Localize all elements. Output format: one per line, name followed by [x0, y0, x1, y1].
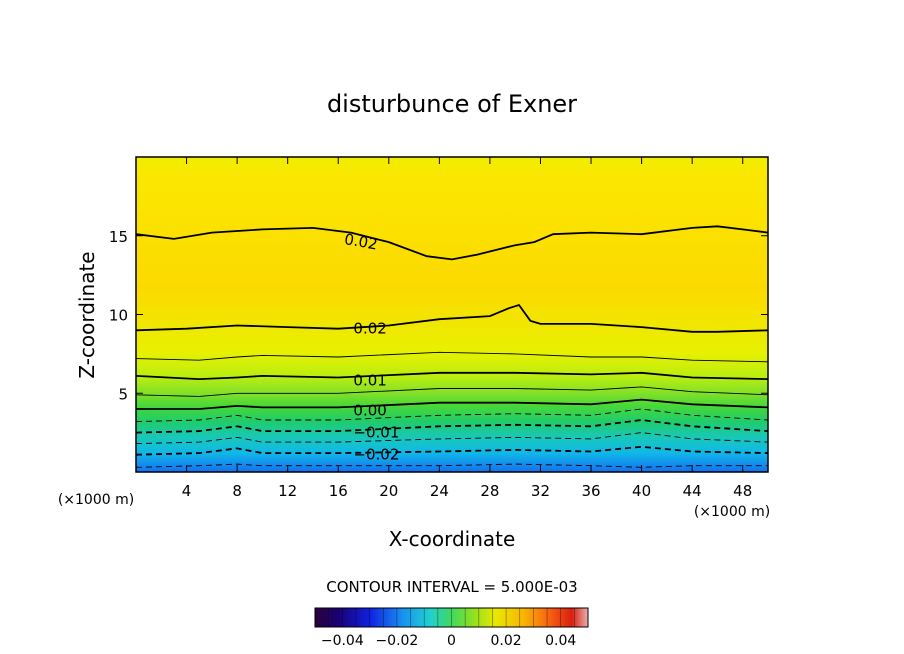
- contour-line: [136, 303, 768, 333]
- colorbar-tick-label: 0.02: [491, 633, 522, 649]
- x-tick-label: 40: [632, 482, 651, 500]
- x-tick-label: 12: [278, 482, 297, 500]
- y-tick-label: 5: [118, 385, 128, 403]
- x-tick-label: 24: [430, 482, 449, 500]
- contour-interval-text: CONTOUR INTERVAL = 5.000E-03: [326, 578, 577, 596]
- contour-line: [136, 371, 768, 381]
- contour-line: [136, 225, 768, 261]
- y-axis-label: Z-coordinate: [75, 251, 99, 378]
- contour-line: [136, 398, 768, 410]
- y-tick-label: 10: [109, 307, 128, 325]
- contour-line: [136, 432, 768, 445]
- colorbar-frame: [314, 607, 589, 628]
- x-tick-label: 16: [329, 482, 348, 500]
- plot-area: 0.020.020.010.00−0.01−0.02 4 8 12 16 20 24 28 3…: [109, 156, 769, 500]
- x-tick-label: 4: [182, 482, 192, 500]
- x-tick-label: 48: [733, 482, 752, 500]
- colorbar-stripes: [328, 608, 575, 627]
- x-unit-label: (×1000 m): [694, 504, 770, 520]
- x-tick-label: 20: [379, 482, 398, 500]
- colorbar-ticks: −0.04 −0.02 0 0.02 0.04: [321, 633, 577, 649]
- y-tick-label: 15: [109, 228, 128, 246]
- contour-labels: 0.02 0.02 0.01 0.00 −0.01 −0.02: [343, 230, 399, 464]
- contour-line: [136, 408, 768, 423]
- chart-title: disturbunce of Exner: [327, 90, 577, 118]
- colorbar-tick-label: −0.02: [375, 633, 418, 649]
- contour-lines: [136, 225, 768, 468]
- x-tick-label: 8: [232, 482, 242, 500]
- contour-label: −0.02: [353, 446, 399, 464]
- z-unit-label: (×1000 m): [58, 492, 134, 508]
- contour-line: [136, 419, 768, 434]
- contour-line: [136, 386, 768, 397]
- x-tick-label: 44: [683, 482, 702, 500]
- x-tick-label: 32: [531, 482, 550, 500]
- contour-line: [136, 445, 768, 456]
- y-axis-ticks: 5 10 15: [109, 228, 768, 403]
- colorbar-tick-label: 0.04: [545, 633, 576, 649]
- x-axis-ticks: 4 8 12 16 20 24 28 32 36 40 44 48: [182, 157, 752, 500]
- x-axis-label: X-coordinate: [389, 527, 516, 551]
- x-tick-label: 36: [581, 482, 600, 500]
- field-background: [136, 157, 768, 472]
- colorbar-tick-label: 0: [447, 633, 456, 649]
- colorbar: −0.04 −0.02 0 0.02 0.04: [314, 607, 589, 649]
- colorbar-tick-label: −0.04: [321, 633, 364, 649]
- contour-label: 0.02: [353, 320, 386, 338]
- contour-label: 0.02: [343, 230, 379, 254]
- contour-label: −0.01: [353, 424, 399, 442]
- contour-line: [136, 351, 768, 363]
- x-tick-label: 28: [480, 482, 499, 500]
- contour-label: 0.00: [353, 402, 386, 420]
- contour-label: 0.01: [353, 372, 386, 390]
